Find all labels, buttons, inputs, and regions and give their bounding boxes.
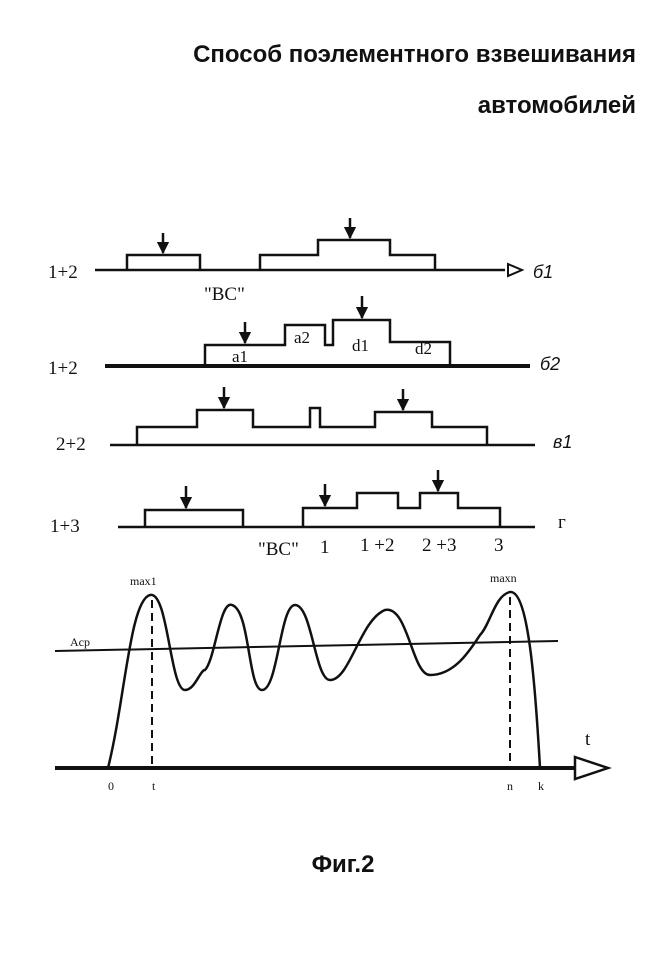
row-tag: б2 (540, 354, 560, 374)
axis-label: t (585, 729, 591, 750)
note: "ВС" (204, 284, 245, 305)
row-label: 2+2 (56, 434, 86, 455)
peak-label: maxn (490, 571, 517, 585)
tick-label: k (538, 779, 544, 793)
mean-label: Aср (70, 635, 90, 649)
note: a2 (294, 328, 310, 347)
title: Способ поэлементного взвешивания (193, 41, 636, 68)
tick-label: 0 (108, 779, 114, 793)
row-3: 2+2 в1 (56, 387, 572, 455)
title: автомобилей (478, 92, 636, 119)
row-4: 1+3 г "ВС" 1 1 +2 2 +3 3 (50, 470, 566, 560)
note: d2 (415, 339, 432, 358)
note: 2 +3 (422, 535, 456, 556)
peak-label: max1 (130, 574, 157, 588)
row-tag: г (558, 512, 566, 533)
note: d1 (352, 336, 369, 355)
note: 1 (320, 537, 330, 558)
row-tag: в1 (553, 432, 572, 452)
note: "ВС" (258, 539, 299, 560)
tick-label: n (507, 779, 513, 793)
note: 1 +2 (360, 535, 394, 556)
caption: Фиг.2 (312, 851, 375, 878)
row-tag: б1 (533, 262, 553, 282)
tick-label: t (152, 779, 156, 793)
row-label: 1+2 (48, 262, 78, 283)
row-2: 1+2 б2 a1 a2 d1 d2 (48, 296, 560, 379)
note: 3 (494, 535, 504, 556)
row-label: 1+3 (50, 516, 80, 537)
row-1: 1+2 б1 "ВС" (48, 218, 553, 305)
graph: max1 maxn Aср t 0 t n k (54, 571, 612, 793)
row-label: 1+2 (48, 358, 78, 379)
note: a1 (232, 347, 248, 366)
